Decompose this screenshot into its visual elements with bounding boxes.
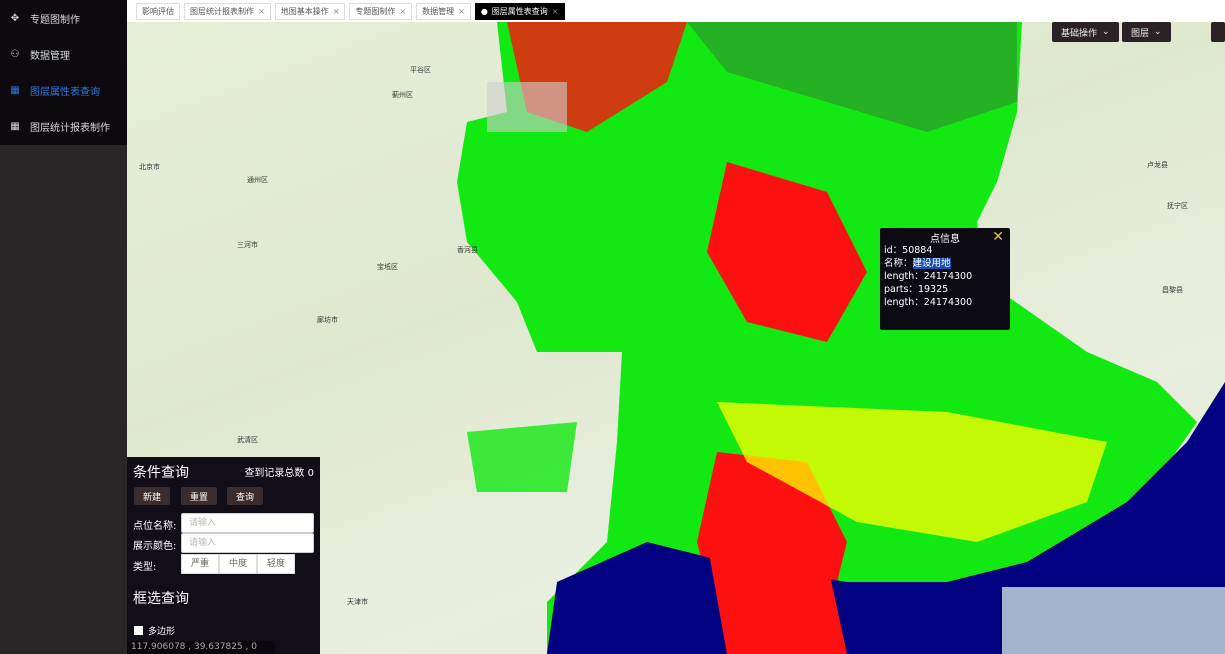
sidebar-item-layer-attribute-query[interactable]: ▦ 图层属性表查询 <box>0 72 127 108</box>
close-icon[interactable]: × <box>258 6 265 16</box>
tab-label: 数据管理 <box>422 6 455 16</box>
sea-grey <box>487 82 567 132</box>
condition-query-title: 条件查询 <box>133 465 189 481</box>
land-use-construction <box>707 542 847 654</box>
dropdown-label: 基础操作 <box>1061 28 1098 39</box>
map-label: 三河市 <box>237 240 258 249</box>
sidebar-item-label: 图层统计报表制作 <box>30 122 110 134</box>
query-button[interactable]: 查询 <box>227 487 264 505</box>
map-label: 武清区 <box>237 435 258 444</box>
tab-label: 图层统计报表制作 <box>190 6 254 16</box>
map-label: 通州区 <box>247 175 268 184</box>
map-label: 卢龙县 <box>1147 160 1168 169</box>
type-mild[interactable]: 轻度 <box>257 554 295 574</box>
map-label: 平谷区 <box>410 65 431 74</box>
popup-row: length：24174300 <box>884 297 973 308</box>
point-name-input[interactable]: 请输入 <box>181 513 314 533</box>
map-layer: 北京市 通州区 廊坊市 天津市 蓟州区 平谷区 三河市 香河县 宝坻区 武清区 … <box>139 22 1225 654</box>
display-color-input[interactable]: 请输入 <box>181 533 314 553</box>
land-use-construction <box>707 162 867 342</box>
map-label: 昌黎县 <box>1162 285 1183 294</box>
sidebar: ✥ 专题图制作 ⚇ 数据管理 ▦ 图层属性表查询 ▦ 图层统计报表制作 <box>0 0 127 654</box>
close-icon[interactable]: × <box>458 6 465 16</box>
reset-button[interactable]: 重置 <box>181 487 218 505</box>
new-button[interactable]: 新建 <box>134 487 171 505</box>
tab-data-management[interactable]: 数据管理 × <box>416 2 471 20</box>
sidebar-item-data-management[interactable]: ⚇ 数据管理 <box>0 36 127 72</box>
polygon-checkbox[interactable] <box>134 626 143 635</box>
type-severe[interactable]: 严重 <box>181 554 219 574</box>
tab-bar: 影响评估 图层统计报表制作 × 地图基本操作 × 专题图制作 × 数据管理 × ● 图层属… <box>127 0 1225 22</box>
tab-label: 图层属性表查询 <box>491 6 548 16</box>
sidebar-item-label: 数据管理 <box>30 50 70 62</box>
dot-icon: ● <box>480 6 488 16</box>
close-icon[interactable]: ✕ <box>992 229 1004 245</box>
display-color-label: 展示颜色: <box>133 541 177 552</box>
map-place-labels: 北京市 通州区 廊坊市 天津市 蓟州区 平谷区 三河市 香河县 宝坻区 武清区 … <box>139 65 1188 606</box>
close-icon[interactable]: × <box>551 6 559 16</box>
unloaded-tile <box>1002 587 1225 654</box>
dropdown-label: 图层 <box>1131 28 1150 39</box>
land-use-vegetation <box>467 422 577 492</box>
layers-dropdown[interactable]: 图层 ⌄ <box>1122 22 1171 42</box>
table-icon: ▦ <box>10 120 20 132</box>
land-use-forest <box>687 22 1017 132</box>
popup-title: 点信息 <box>930 234 960 245</box>
tab-layer-attribute-query[interactable]: ● 图层属性表查询 × <box>474 2 565 20</box>
map-label: 香河县 <box>457 245 478 254</box>
box-select-title: 框选查询 <box>133 591 189 607</box>
coordinate-readout: 117.906078 , 39.637825 , 0 <box>127 641 275 654</box>
polygon-label: 多边形 <box>148 627 176 637</box>
side-tool-button[interactable] <box>1211 22 1225 42</box>
popup-row: length：24174300 <box>884 271 973 282</box>
tab-label: 专题图制作 <box>355 6 396 16</box>
popup-row: parts：19325 <box>884 284 949 295</box>
close-icon[interactable]: × <box>399 6 407 16</box>
query-panel: 条件查询 查到记录总数 0 新建 重置 查询 点位名称: 请输入 展示颜色: 请… <box>127 457 320 654</box>
point-name-label: 点位名称: <box>133 521 177 532</box>
map-label: 蓟州区 <box>392 90 413 99</box>
tab-label: 地图基本操作 <box>280 6 329 16</box>
type-label: 类型: <box>133 562 157 573</box>
popup-row: 名称：建设用地 <box>884 258 951 269</box>
chevron-down-icon: ⌄ <box>1154 27 1162 37</box>
land-use-moderate <box>717 402 1107 542</box>
type-moderate[interactable]: 中度 <box>219 554 257 574</box>
map-label: 抚宁区 <box>1167 201 1188 210</box>
sidebar-item-layer-stats-report[interactable]: ▦ 图层统计报表制作 <box>0 108 127 144</box>
map-canvas[interactable]: 北京市 通州区 廊坊市 天津市 蓟州区 平谷区 三河市 香河县 宝坻区 武清区 … <box>127 22 1225 654</box>
tab-label: 影响评估 <box>142 6 174 16</box>
type-selector: 严重 中度 轻度 <box>181 554 295 574</box>
tab-impact-assessment[interactable]: 影响评估 <box>136 2 180 20</box>
map-label: 宝坻区 <box>377 262 398 271</box>
close-icon[interactable]: × <box>332 6 340 16</box>
table-icon: ▦ <box>10 84 20 96</box>
chevron-down-icon: ⌄ <box>1102 27 1110 37</box>
sidebar-item-thematic-map[interactable]: ✥ 专题图制作 <box>0 0 127 36</box>
popup-row: id：50884 <box>884 245 933 256</box>
point-info-popup: 点信息 ✕ id：50884 名称：建设用地 length：24174300 p… <box>880 228 1010 330</box>
sidebar-item-label: 图层属性表查询 <box>30 86 100 98</box>
tab-map-basic-ops[interactable]: 地图基本操作 × <box>274 2 346 20</box>
record-count: 查到记录总数 0 <box>244 468 314 479</box>
map-label: 北京市 <box>139 162 160 171</box>
tab-thematic-map[interactable]: 专题图制作 × <box>349 2 413 20</box>
move-icon: ✥ <box>10 12 20 24</box>
user-icon: ⚇ <box>10 48 20 60</box>
sidebar-item-label: 专题图制作 <box>30 14 80 26</box>
tab-layer-stats-report[interactable]: 图层统计报表制作 × <box>184 2 271 20</box>
map-label: 天津市 <box>347 597 368 606</box>
basic-operations-dropdown[interactable]: 基础操作 ⌄ <box>1052 22 1119 42</box>
map-label: 廊坊市 <box>317 315 338 324</box>
